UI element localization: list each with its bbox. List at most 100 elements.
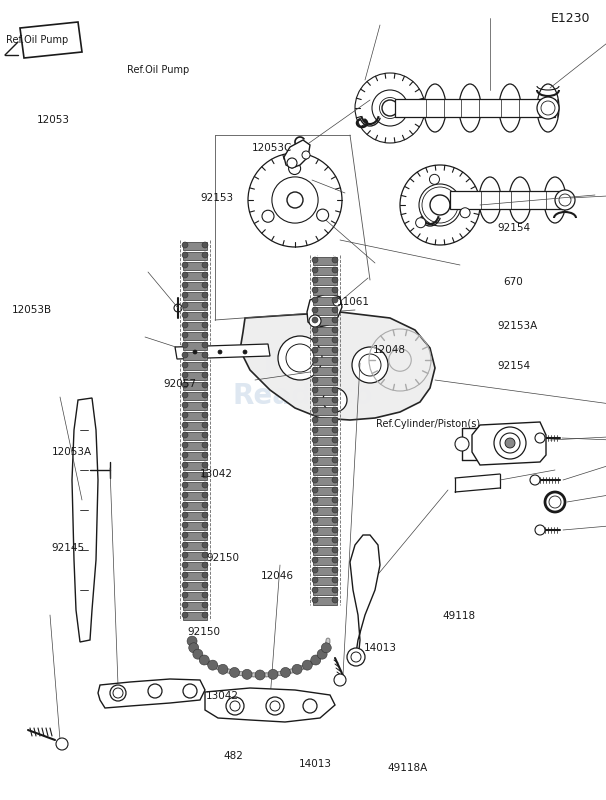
Circle shape <box>312 497 318 503</box>
Bar <box>313 517 337 525</box>
Circle shape <box>182 282 188 288</box>
Bar <box>313 257 337 265</box>
Bar <box>183 422 207 430</box>
Text: 12046: 12046 <box>261 571 293 581</box>
Circle shape <box>226 697 244 715</box>
Circle shape <box>288 162 301 174</box>
Circle shape <box>148 684 162 698</box>
Bar <box>183 552 207 560</box>
Circle shape <box>416 218 425 228</box>
Circle shape <box>332 497 338 503</box>
Bar <box>183 302 207 310</box>
Bar <box>313 497 337 505</box>
Bar <box>183 542 207 550</box>
Circle shape <box>182 302 188 308</box>
Circle shape <box>202 372 208 378</box>
Circle shape <box>202 482 208 488</box>
Circle shape <box>182 612 188 618</box>
Circle shape <box>312 597 318 603</box>
Bar <box>313 297 337 305</box>
Text: E1230: E1230 <box>550 12 590 25</box>
Circle shape <box>202 572 208 578</box>
Circle shape <box>312 267 318 273</box>
Text: 13042: 13042 <box>206 691 239 701</box>
Circle shape <box>332 277 338 283</box>
Bar <box>313 547 337 555</box>
Circle shape <box>312 407 318 413</box>
Circle shape <box>182 532 188 538</box>
Circle shape <box>202 462 208 468</box>
Circle shape <box>312 507 318 513</box>
Text: 12053A: 12053A <box>52 447 92 457</box>
Bar <box>183 412 207 420</box>
Bar <box>313 327 337 335</box>
Circle shape <box>312 277 318 283</box>
Bar <box>183 382 207 390</box>
Bar <box>183 392 207 400</box>
Circle shape <box>182 562 188 568</box>
Circle shape <box>332 297 338 303</box>
Circle shape <box>182 542 188 548</box>
Circle shape <box>182 572 188 578</box>
Circle shape <box>281 667 290 678</box>
Bar <box>313 337 337 345</box>
Circle shape <box>182 582 188 588</box>
Circle shape <box>182 392 188 398</box>
Circle shape <box>332 527 338 533</box>
Circle shape <box>202 342 208 348</box>
Text: 12053: 12053 <box>36 115 69 125</box>
Bar <box>183 512 207 520</box>
Circle shape <box>332 347 338 353</box>
Circle shape <box>193 649 203 659</box>
Bar <box>313 597 337 605</box>
Circle shape <box>302 151 310 159</box>
Polygon shape <box>472 422 546 465</box>
Circle shape <box>182 462 188 468</box>
Circle shape <box>202 492 208 498</box>
Circle shape <box>202 512 208 518</box>
Bar <box>183 292 207 300</box>
Circle shape <box>182 492 188 498</box>
Circle shape <box>332 467 338 473</box>
Circle shape <box>182 442 188 448</box>
Circle shape <box>555 190 575 210</box>
Circle shape <box>182 242 188 248</box>
Circle shape <box>202 412 208 418</box>
Circle shape <box>312 457 318 463</box>
Text: Ref.Cylinder/Piston(s): Ref.Cylinder/Piston(s) <box>376 419 480 429</box>
Text: 92150: 92150 <box>206 553 239 562</box>
Bar <box>313 347 337 355</box>
Circle shape <box>193 350 197 354</box>
Bar <box>183 482 207 490</box>
Bar <box>183 262 207 270</box>
Circle shape <box>202 442 208 448</box>
Circle shape <box>430 195 450 215</box>
Circle shape <box>312 547 318 553</box>
Text: 670: 670 <box>503 277 523 286</box>
Circle shape <box>332 377 338 383</box>
Bar <box>183 592 207 600</box>
Circle shape <box>202 582 208 588</box>
Polygon shape <box>284 140 310 168</box>
Bar <box>313 587 337 595</box>
Circle shape <box>332 327 338 333</box>
Circle shape <box>202 552 208 558</box>
Circle shape <box>323 388 347 412</box>
Circle shape <box>535 525 545 535</box>
Circle shape <box>312 537 318 543</box>
Circle shape <box>312 287 318 293</box>
Bar <box>313 287 337 295</box>
Circle shape <box>110 685 126 701</box>
Circle shape <box>268 670 278 679</box>
Circle shape <box>347 648 365 666</box>
Circle shape <box>334 674 346 686</box>
Circle shape <box>182 272 188 278</box>
Polygon shape <box>395 99 555 117</box>
Circle shape <box>182 312 188 318</box>
Circle shape <box>312 417 318 423</box>
Circle shape <box>312 517 318 523</box>
Circle shape <box>332 587 338 593</box>
Text: 92154: 92154 <box>497 223 530 233</box>
Circle shape <box>332 307 338 313</box>
Circle shape <box>202 352 208 358</box>
